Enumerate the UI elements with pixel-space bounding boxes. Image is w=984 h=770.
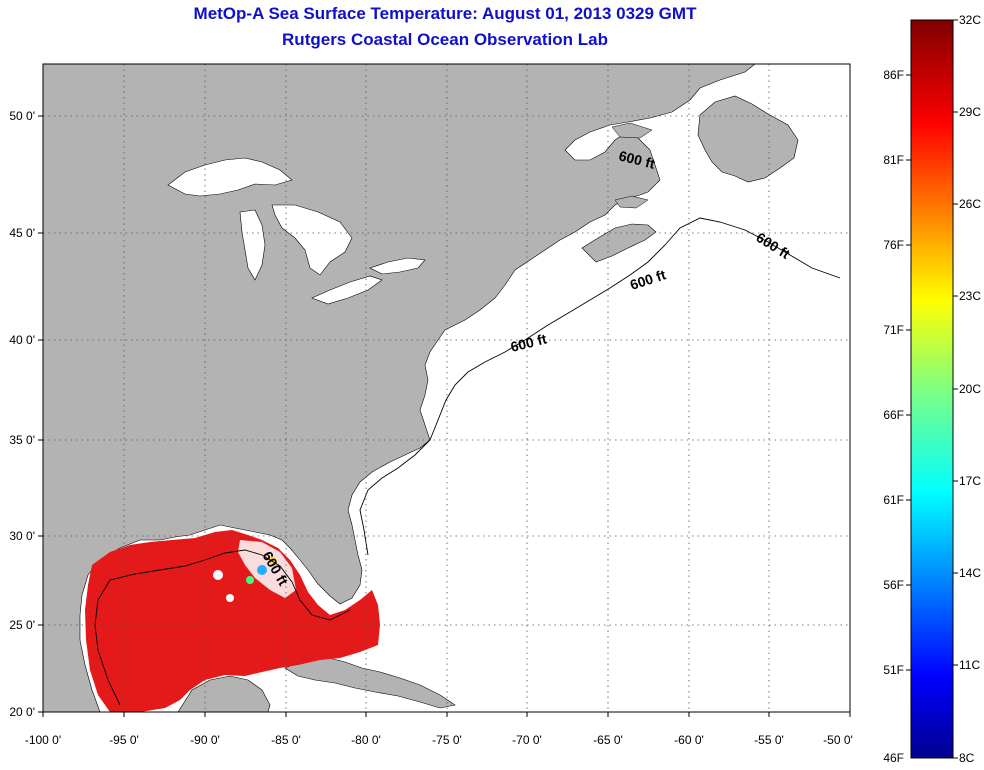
cool-spot (257, 565, 267, 575)
map-title: MetOp-A Sea Surface Temperature: August … (193, 4, 697, 23)
celsius-label: 17C (959, 474, 981, 488)
cool-spot (246, 576, 254, 584)
lake-superior (167, 157, 293, 197)
fahrenheit-label: 46F (883, 751, 904, 765)
colorbar-ticks (906, 19, 958, 759)
x-tick-label: -50 0' (823, 733, 853, 747)
graticule (43, 64, 850, 712)
cloud-spot (226, 594, 234, 602)
celsius-label: 32C (959, 13, 981, 27)
celsius-label: 29C (959, 105, 981, 119)
lake-ontario (369, 257, 426, 275)
fahrenheit-label: 51F (883, 663, 904, 677)
x-tick-label: -60 0' (674, 733, 704, 747)
cool-spot (269, 557, 275, 563)
celsius-label: 26C (959, 197, 981, 211)
gulf-sst-field (85, 530, 380, 712)
yucatan-peninsula (177, 675, 271, 712)
celsius-label: 11C (959, 658, 980, 672)
y-tick-label: 20 0' (9, 705, 35, 719)
x-tick-label: -95 0' (109, 733, 139, 747)
colorbar (910, 19, 954, 759)
newfoundland-island (697, 95, 799, 183)
x-tick-label: -90 0' (190, 733, 220, 747)
fahrenheit-label: 56F (883, 578, 904, 592)
y-tick-label: 45 0' (9, 226, 35, 240)
fahrenheit-label: 81F (883, 153, 904, 167)
colorbar-celsius-labels: 32C 29C 26C 23C 20C 17C 14C 11C 8C (959, 13, 981, 765)
celsius-label: 8C (959, 751, 975, 765)
fahrenheit-label: 76F (883, 238, 904, 252)
fahrenheit-label: 86F (883, 68, 904, 82)
lake-huron (271, 204, 353, 276)
celsius-label: 20C (959, 382, 981, 396)
x-tick-label: -65 0' (593, 733, 623, 747)
x-tick-label: -85 0' (271, 733, 301, 747)
isobath-line (359, 217, 841, 556)
celsius-label: 23C (959, 289, 981, 303)
axis-ticks (38, 115, 851, 717)
shelf-cool-patch (238, 540, 296, 598)
x-tick-labels: -100 0' -95 0' -90 0' -85 0' -80 0' -75 … (25, 733, 853, 747)
anticosti-island (611, 122, 653, 139)
fahrenheit-label: 71F (883, 323, 904, 337)
x-tick-label: -100 0' (25, 733, 61, 747)
colorbar-fahrenheit-labels: 86F 81F 76F 71F 66F 61F 56F 51F 46F (883, 68, 904, 765)
y-tick-label: 40 0' (9, 333, 35, 347)
cloud-spot (213, 570, 223, 580)
lake-erie (311, 275, 383, 305)
y-tick-label: 25 0' (9, 618, 35, 632)
x-tick-label: -80 0' (351, 733, 381, 747)
y-tick-label: 35 0' (9, 433, 35, 447)
pei-island (614, 195, 649, 209)
x-tick-label: -75 0' (432, 733, 462, 747)
y-tick-label: 50 0' (9, 109, 35, 123)
cuba-island (284, 656, 456, 709)
fahrenheit-label: 66F (883, 408, 904, 422)
y-tick-label: 30 0' (9, 529, 35, 543)
land-mass (43, 64, 756, 712)
map-subtitle: Rutgers Coastal Ocean Observation Lab (282, 30, 608, 49)
lake-michigan (239, 209, 266, 281)
nova-scotia (581, 223, 657, 263)
x-tick-label: -70 0' (512, 733, 542, 747)
y-tick-labels: 20 0' 25 0' 30 0' 35 0' 40 0' 45 0' 50 0… (9, 109, 35, 719)
x-tick-label: -55 0' (754, 733, 784, 747)
celsius-label: 14C (959, 566, 981, 580)
fahrenheit-label: 61F (883, 493, 904, 507)
